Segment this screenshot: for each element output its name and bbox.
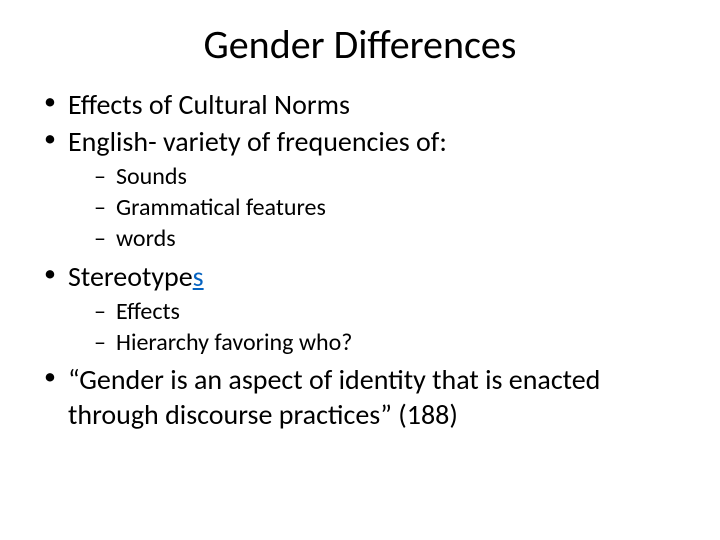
slide-title: Gender Differences xyxy=(70,20,650,69)
bullet-english-variety: English- variety of frequencies of: Soun… xyxy=(40,124,690,255)
stereotypes-link[interactable]: s xyxy=(193,259,204,294)
bullet-list-level1: Effects of Cultural Norms English- varie… xyxy=(30,87,690,432)
bullet-stereotypes-prefix: Stereotype xyxy=(68,259,193,294)
bullet-quote: “Gender is an aspect of identity that is… xyxy=(40,362,690,432)
sub-bullet-sounds: Sounds xyxy=(94,161,690,192)
bullet-cultural-norms: Effects of Cultural Norms xyxy=(40,87,690,122)
sub-bullet-grammatical: Grammatical features xyxy=(94,192,690,223)
bullet-list-level2-english: Sounds Grammatical features words xyxy=(68,161,690,255)
sub-bullet-effects: Effects xyxy=(94,296,690,327)
bullet-english-variety-text: English- variety of frequencies of: xyxy=(68,124,447,159)
bullet-list-level2-stereotypes: Effects Hierarchy favoring who? xyxy=(68,296,690,358)
sub-bullet-words: words xyxy=(94,223,690,254)
sub-bullet-hierarchy: Hierarchy favoring who? xyxy=(94,327,690,358)
bullet-stereotypes: Stereotypes Effects Hierarchy favoring w… xyxy=(40,259,690,358)
